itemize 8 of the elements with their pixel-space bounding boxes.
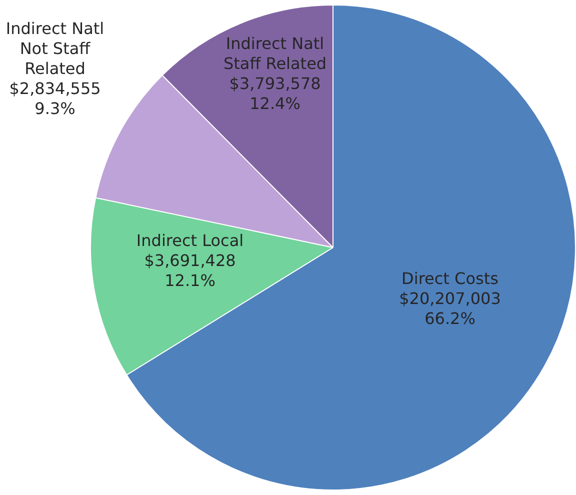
slice-label: Indirect Natl Not Staff Related — [6, 19, 104, 78]
data-label: $3,793,578 12.4% — [229, 74, 321, 114]
data-label: $20,207,003 66.2% — [399, 289, 501, 328]
data-label: $3,691,428 12.1% — [144, 251, 236, 290]
slice-label: Indirect Natl Staff Related — [223, 34, 327, 74]
slice-label: Direct Costs — [402, 269, 498, 288]
data-label: $2,834,555 9.3% — [9, 79, 101, 118]
slice-label: Indirect Local — [136, 231, 244, 250]
